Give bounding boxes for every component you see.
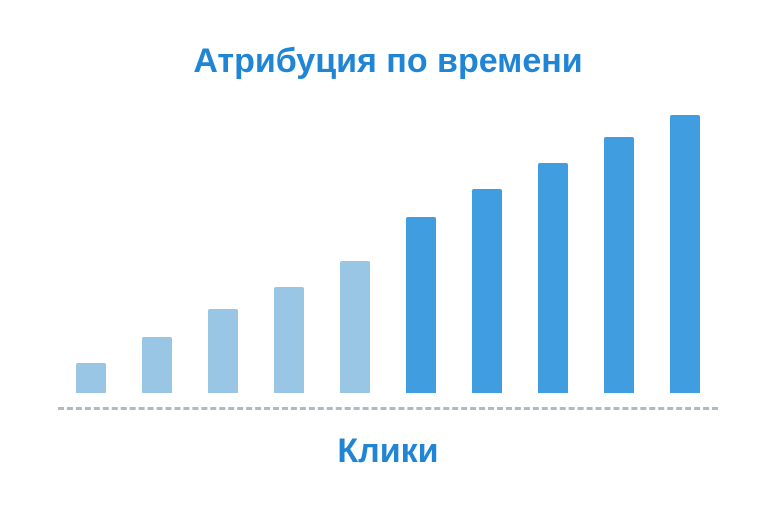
- x-axis-label: Клики: [337, 432, 438, 471]
- bars-container: [76, 103, 700, 393]
- chart-title: Атрибуция по времени: [193, 42, 582, 81]
- baseline: [58, 407, 718, 410]
- bar: [274, 287, 304, 393]
- bar: [670, 115, 700, 393]
- chart-area: Клики: [0, 103, 776, 471]
- bar: [76, 363, 106, 393]
- bar: [208, 309, 238, 393]
- bar: [340, 261, 370, 393]
- bar: [472, 189, 502, 393]
- bar: [604, 137, 634, 393]
- bar: [406, 217, 436, 393]
- bar: [538, 163, 568, 393]
- bar: [142, 337, 172, 393]
